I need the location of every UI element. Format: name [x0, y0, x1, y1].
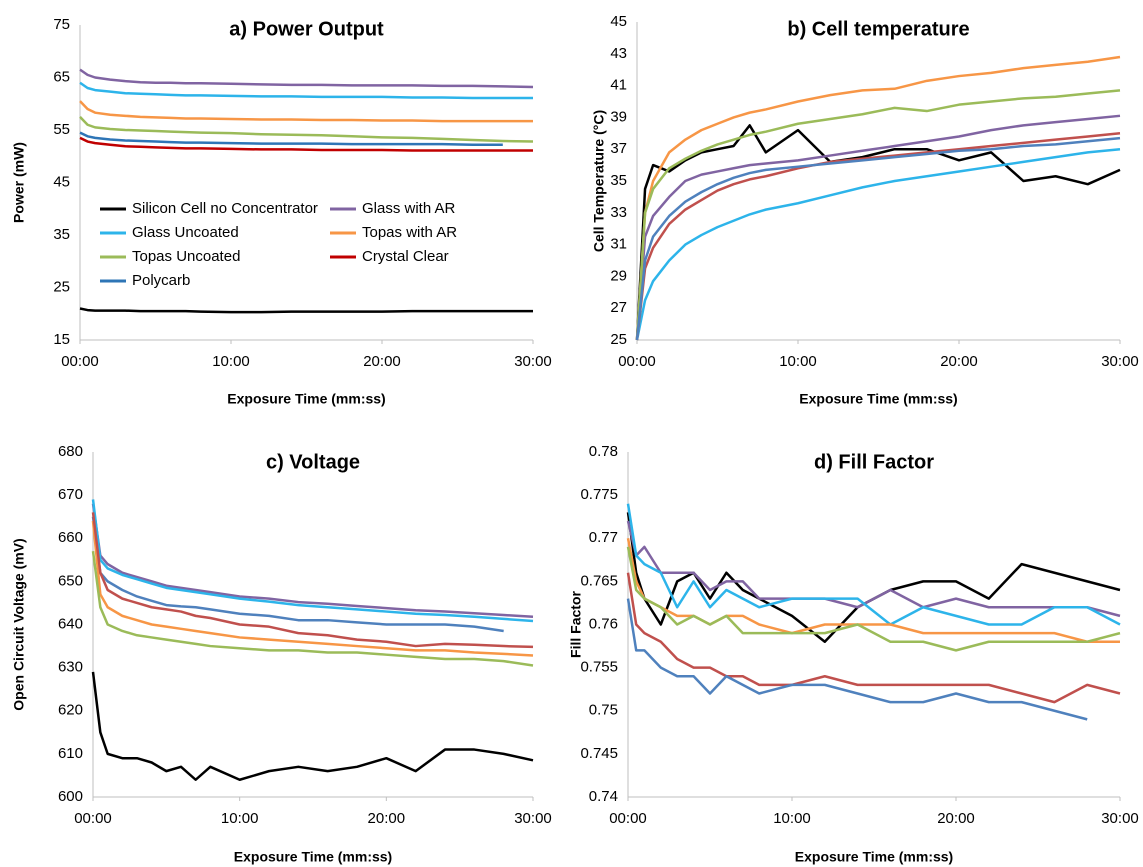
series-line: [91, 499, 534, 623]
x-tick-label: 20:00: [363, 353, 401, 370]
x-tick-label: 20:00: [940, 353, 978, 370]
x-tick-label: 10:00: [779, 353, 817, 370]
y-tick-label: 75: [53, 16, 70, 33]
x-tick-label: 00:00: [618, 353, 656, 370]
y-tick-label: 0.755: [580, 659, 618, 676]
series-line: [635, 124, 1121, 341]
y-tick-label: 25: [53, 278, 70, 295]
x-tick-label: 00:00: [609, 810, 647, 827]
series-line: [635, 136, 1121, 341]
y-tick-label: 0.74: [589, 788, 618, 805]
y-tick-label: 600: [58, 788, 83, 805]
y-tick-label: 45: [53, 173, 70, 190]
y-tick-label: 670: [58, 486, 83, 503]
x-tick-label: 30:00: [514, 810, 552, 827]
y-tick-label: 0.77: [589, 529, 618, 546]
series-line: [79, 116, 534, 143]
y-tick-label: 0.765: [580, 572, 618, 589]
series-line: [626, 512, 1121, 643]
y-axis-label: Cell Temperature (°C): [591, 110, 607, 252]
y-tick-label: 650: [58, 572, 83, 589]
x-axis-label: Exposure Time (mm:ss): [227, 391, 385, 407]
series-line: [626, 538, 1120, 643]
y-tick-label: 0.76: [589, 615, 618, 632]
y-tick-label: 43: [610, 45, 627, 62]
y-tick-label: 0.78: [589, 443, 618, 460]
y-tick-label: 65: [53, 68, 70, 85]
y-tick-label: 55: [53, 121, 70, 138]
y-tick-label: 35: [53, 226, 70, 243]
series-line: [79, 68, 534, 89]
chart-title: d) Fill Factor: [814, 451, 934, 473]
legend-label: Glass Uncoated: [132, 224, 239, 241]
y-tick-label: 660: [58, 529, 83, 546]
series-line: [91, 512, 534, 649]
y-tick-label: 610: [58, 745, 83, 762]
x-tick-label: 00:00: [74, 810, 112, 827]
y-tick-label: 25: [610, 331, 627, 348]
y-tick-label: 0.775: [580, 486, 618, 503]
legend-label: Crystal Clear: [362, 248, 449, 265]
legend-label: Topas with AR: [362, 224, 457, 241]
x-tick-label: 20:00: [368, 810, 406, 827]
y-axis-label: Power (mW): [11, 142, 27, 223]
y-tick-label: 630: [58, 659, 83, 676]
series-line: [626, 546, 1121, 652]
y-tick-label: 620: [58, 702, 83, 719]
y-tick-label: 27: [610, 299, 627, 316]
series-line: [635, 55, 1121, 341]
y-tick-label: 15: [53, 331, 70, 348]
series-line: [79, 100, 533, 123]
y-tick-label: 0.75: [589, 702, 618, 719]
legend-label: Glass with AR: [362, 200, 456, 217]
y-tick-label: 29: [610, 267, 627, 284]
x-tick-label: 00:00: [61, 353, 99, 370]
y-tick-label: 33: [610, 204, 627, 221]
y-tick-label: 37: [610, 140, 627, 157]
series-line: [91, 516, 504, 633]
series-line: [635, 147, 1121, 341]
legend-label: Silicon Cell no Concentrator: [132, 200, 318, 217]
chart-title: b) Cell temperature: [787, 18, 969, 40]
x-tick-label: 20:00: [937, 810, 975, 827]
series-line: [635, 132, 1121, 341]
y-tick-label: 45: [610, 13, 627, 30]
series-line: [91, 520, 534, 657]
y-tick-label: 39: [610, 108, 627, 125]
x-tick-label: 30:00: [1101, 810, 1139, 827]
x-axis-label: Exposure Time (mm:ss): [234, 849, 392, 865]
series-line: [91, 551, 534, 667]
x-tick-label: 10:00: [773, 810, 811, 827]
y-tick-label: 640: [58, 615, 83, 632]
x-tick-label: 10:00: [221, 810, 259, 827]
series-line: [91, 503, 534, 618]
series-line: [635, 89, 1121, 341]
x-tick-label: 30:00: [1101, 353, 1139, 370]
series-line: [79, 131, 503, 146]
series-line: [626, 598, 1088, 721]
y-tick-label: 680: [58, 443, 83, 460]
series-line: [91, 671, 534, 781]
y-tick-label: 41: [610, 77, 627, 94]
series-line: [635, 114, 1121, 341]
y-axis-label: Fill Factor: [568, 591, 584, 658]
series-line: [79, 81, 533, 100]
series-line: [79, 136, 533, 152]
legend-label: Topas Uncoated: [132, 248, 240, 265]
x-axis-label: Exposure Time (mm:ss): [795, 849, 953, 865]
series-line: [79, 307, 533, 314]
chart-title: c) Voltage: [266, 451, 360, 473]
x-axis-label: Exposure Time (mm:ss): [799, 391, 957, 407]
chart-title: a) Power Output: [229, 18, 384, 40]
y-tick-label: 31: [610, 236, 627, 253]
legend-label: Polycarb: [132, 272, 190, 289]
series-line: [626, 520, 1121, 618]
y-tick-label: 0.745: [580, 745, 618, 762]
y-tick-label: 35: [610, 172, 627, 189]
x-tick-label: 30:00: [514, 353, 552, 370]
x-tick-label: 10:00: [212, 353, 250, 370]
series-line: [626, 503, 1121, 626]
y-axis-label: Open Circuit Voltage (mV): [11, 538, 27, 710]
